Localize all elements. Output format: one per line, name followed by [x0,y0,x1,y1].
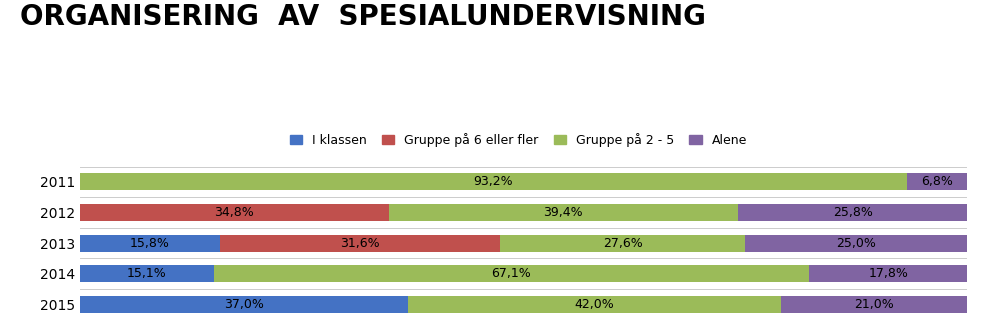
Text: 27,6%: 27,6% [603,236,643,250]
Text: 31,6%: 31,6% [340,236,380,250]
Bar [781,296,967,313]
Bar [810,265,967,282]
Bar [745,235,967,251]
Text: 21,0%: 21,0% [854,298,893,311]
Text: 6,8%: 6,8% [921,175,953,188]
Bar [220,235,500,251]
Text: 15,8%: 15,8% [130,236,169,250]
Text: ORGANISERING  AV  SPESIALUNDERVISNING: ORGANISERING AV SPESIALUNDERVISNING [20,3,706,31]
Bar [906,173,967,190]
Text: 25,8%: 25,8% [832,206,872,219]
Text: 17,8%: 17,8% [868,267,908,280]
Text: 67,1%: 67,1% [492,267,531,280]
Bar [80,173,906,190]
Bar [389,204,738,221]
Text: 37,0%: 37,0% [224,298,264,311]
Text: 39,4%: 39,4% [543,206,583,219]
Legend: I klassen, Gruppe på 6 eller fler, Gruppe på 2 - 5, Alene: I klassen, Gruppe på 6 eller fler, Grupp… [289,133,748,147]
Bar [500,235,745,251]
Bar [80,265,213,282]
Bar [80,235,220,251]
Text: 15,1%: 15,1% [127,267,166,280]
Bar [80,296,408,313]
Bar [213,265,810,282]
Bar [408,296,781,313]
Text: 42,0%: 42,0% [574,298,614,311]
Text: 34,8%: 34,8% [214,206,254,219]
Text: 93,2%: 93,2% [474,175,513,188]
Bar [80,204,389,221]
Bar [738,204,967,221]
Text: 25,0%: 25,0% [836,236,876,250]
